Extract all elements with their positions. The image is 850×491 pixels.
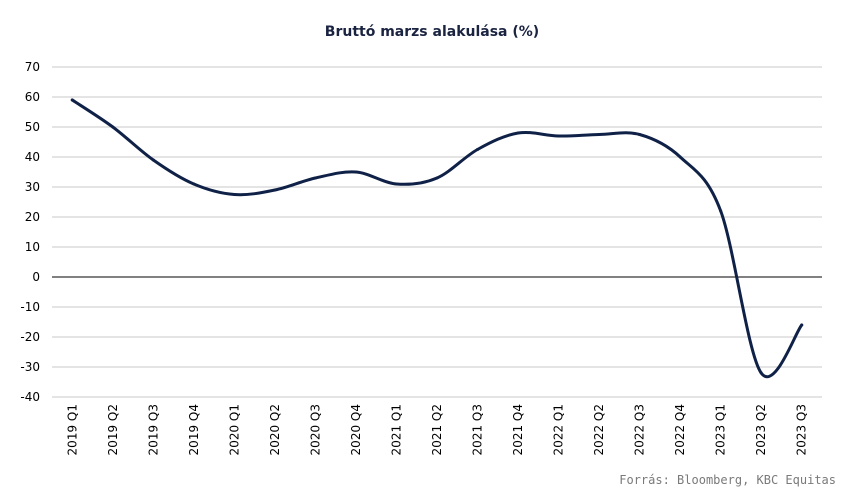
- data-point: [192, 182, 196, 186]
- x-tick-label: 2019 Q2: [106, 404, 120, 455]
- data-point: [759, 371, 763, 375]
- y-tick-label: 10: [25, 240, 40, 254]
- y-tick-label: 70: [25, 60, 40, 74]
- data-point: [111, 125, 115, 129]
- series: [70, 98, 804, 378]
- data-point: [557, 134, 561, 138]
- data-point: [354, 170, 358, 174]
- y-tick-label: -20: [20, 330, 40, 344]
- x-tick-label: 2023 Q1: [714, 404, 728, 455]
- data-point: [516, 131, 520, 135]
- data-point: [313, 176, 317, 180]
- series-line: [70, 98, 804, 378]
- x-tick-label: 2022 Q1: [552, 404, 566, 455]
- data-point: [597, 133, 601, 136]
- data-point: [394, 182, 398, 186]
- y-tick-label: 20: [25, 210, 40, 224]
- y-tick-label: -30: [20, 360, 40, 374]
- x-tick-label: 2022 Q4: [673, 404, 687, 455]
- data-point: [638, 133, 642, 136]
- chart-title: Bruttó marzs alakulása (%): [325, 24, 539, 40]
- y-tick-label: 0: [32, 270, 40, 284]
- grid-lines: [52, 66, 822, 398]
- x-tick-label: 2020 Q1: [227, 404, 241, 455]
- x-tick-label: 2023 Q3: [795, 404, 809, 455]
- data-point: [435, 176, 439, 180]
- y-axis: 70 60 50 40 30 20 10 0 -10 -20 -30 -40: [20, 60, 40, 404]
- data-point: [678, 155, 682, 159]
- x-tick-label: 2021 Q2: [430, 404, 444, 455]
- y-tick-label: 40: [25, 150, 40, 164]
- y-tick-label: 50: [25, 120, 40, 134]
- x-tick-label: 2020 Q3: [308, 404, 322, 455]
- data-point: [800, 323, 804, 327]
- x-tick-label: 2021 Q1: [389, 404, 403, 455]
- y-tick-label: -40: [20, 390, 40, 404]
- data-point: [476, 148, 480, 151]
- y-tick-label: -10: [20, 300, 40, 314]
- x-tick-label: 2023 Q2: [754, 404, 768, 455]
- x-tick-label: 2020 Q4: [349, 404, 363, 455]
- x-tick-label: 2019 Q3: [146, 404, 160, 455]
- data-point: [273, 188, 277, 192]
- data-point: [719, 209, 723, 213]
- data-point: [151, 158, 155, 162]
- x-axis: 2019 Q1 2019 Q2 2019 Q3 2019 Q4 2020 Q1 2020 …: [65, 404, 808, 455]
- x-tick-label: 2020 Q2: [268, 404, 282, 455]
- x-tick-label: 2019 Q4: [187, 404, 201, 455]
- source-note: Forrás: Bloomberg, KBC Equitas: [619, 473, 836, 487]
- data-point: [232, 193, 236, 196]
- y-tick-label: 60: [25, 90, 40, 104]
- x-tick-label: 2022 Q3: [633, 404, 647, 455]
- x-tick-label: 2021 Q4: [511, 404, 525, 455]
- data-point: [70, 98, 74, 102]
- x-tick-label: 2022 Q2: [592, 404, 606, 455]
- y-tick-label: 30: [25, 180, 40, 194]
- x-tick-label: 2019 Q1: [65, 404, 79, 455]
- x-tick-label: 2021 Q3: [471, 404, 485, 455]
